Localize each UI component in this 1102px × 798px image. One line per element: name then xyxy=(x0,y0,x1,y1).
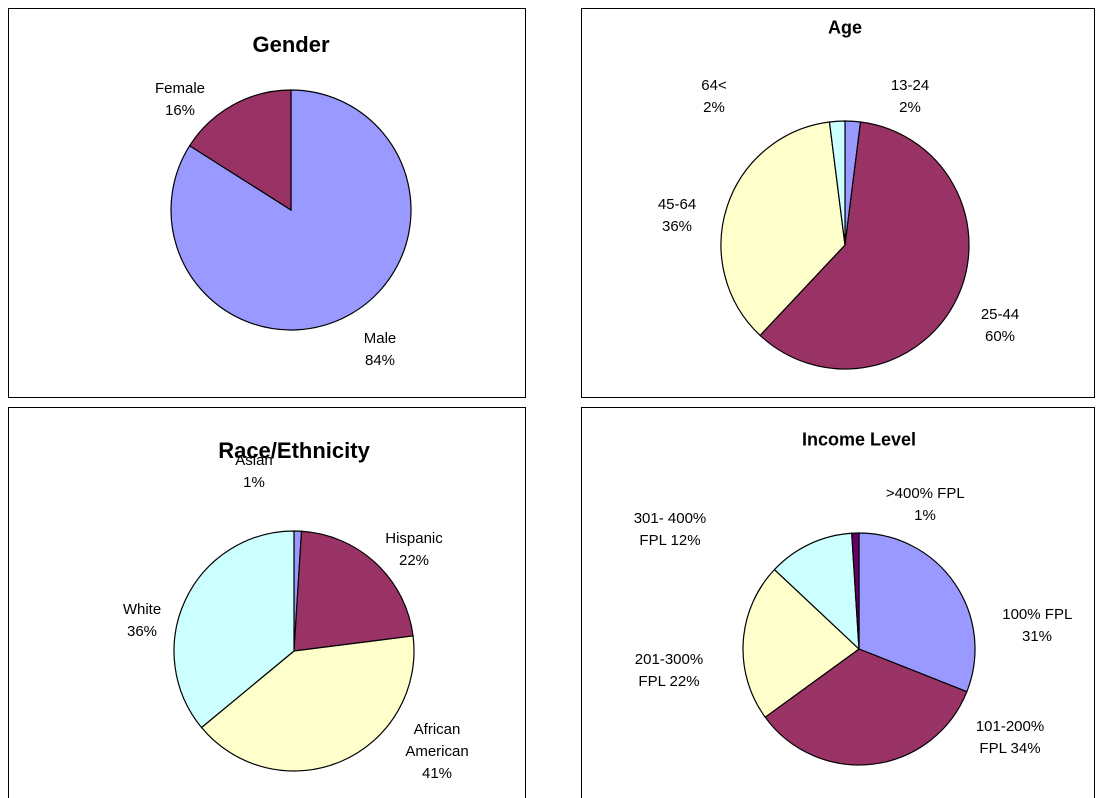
slice-label: 45-64 36% xyxy=(652,194,702,238)
pie-slice xyxy=(720,121,846,337)
label-text: Income Level xyxy=(801,429,917,450)
slice-label: 101-200% FPL 34% xyxy=(970,716,1050,760)
pie-slice xyxy=(828,120,846,246)
label-text: 1% xyxy=(243,474,265,491)
label-text: 31% xyxy=(1021,628,1053,645)
slice-label: 100% FPL 31% xyxy=(999,604,1075,648)
slice-label: 301- 400% FPL 12% xyxy=(630,508,710,552)
label-text: 22% xyxy=(669,673,700,690)
label-text: 301- 400% FPL xyxy=(633,510,707,549)
slice-label: Male 84% xyxy=(358,328,403,372)
label-text: 45-64 xyxy=(657,196,697,213)
label-text: 12% xyxy=(670,532,701,549)
label-text: 36% xyxy=(661,218,693,235)
label-text: 16% xyxy=(164,102,196,119)
label-text: White xyxy=(122,601,162,618)
label-text: Age xyxy=(827,17,863,38)
label-text: 201-300% FPL xyxy=(634,651,704,690)
label-text: Female xyxy=(154,80,206,97)
pie-slice xyxy=(858,532,976,693)
slice-label: 25-44 60% xyxy=(975,304,1025,348)
pie-slice xyxy=(851,532,860,650)
label-text: 36% xyxy=(126,623,158,640)
label-text: >400% FPL xyxy=(885,485,965,502)
label-text: 64< xyxy=(701,77,727,94)
pie-slice xyxy=(200,635,415,772)
chart-title: Gender xyxy=(252,32,329,58)
label-text: 13-24 xyxy=(890,77,930,94)
label-text: Race/Ethnicity xyxy=(218,438,370,463)
label-text: 2% xyxy=(703,99,725,116)
slice-label: 64< 2% xyxy=(694,75,734,119)
label-text: 25-44 xyxy=(980,306,1020,323)
label-text: 41% xyxy=(421,765,453,782)
label-text: Asian xyxy=(235,452,273,469)
slice-label: Asian 1% xyxy=(229,450,279,494)
pie-slice xyxy=(293,530,414,652)
pie-slice xyxy=(773,532,860,651)
label-text: 101-200% FPL xyxy=(975,718,1045,757)
label-text: 34% xyxy=(1010,740,1041,757)
pie-slice xyxy=(742,568,860,719)
chart-title: Age xyxy=(828,18,862,39)
slice-label: African American 41% xyxy=(401,719,473,785)
label-text: 1% xyxy=(914,507,936,524)
slice-label: 13-24 2% xyxy=(885,75,935,119)
slice-label: >400% FPL 1% xyxy=(880,483,970,527)
label-text: African American xyxy=(405,721,469,760)
label-text: Gender xyxy=(252,32,330,57)
slice-label: 201-300% FPL 22% xyxy=(629,649,709,693)
pie-slice xyxy=(764,648,968,766)
pie-slice xyxy=(173,530,295,729)
label-text: 2% xyxy=(899,99,921,116)
label-text: Male xyxy=(363,330,397,347)
pie-slice xyxy=(188,89,292,212)
label-text: Hispanic xyxy=(385,530,443,547)
slice-label: Hispanic 22% xyxy=(379,528,449,572)
chart-title: Race/Ethnicity xyxy=(218,438,370,464)
chart-title: Income Level xyxy=(802,430,916,451)
label-text: 84% xyxy=(364,352,396,369)
label-text: 100% FPL xyxy=(1002,606,1072,623)
slice-label: White 36% xyxy=(117,599,167,643)
label-text: 22% xyxy=(398,552,430,569)
pie-slice xyxy=(759,121,970,370)
slice-label: Female 16% xyxy=(150,78,210,122)
label-text: 60% xyxy=(984,328,1016,345)
